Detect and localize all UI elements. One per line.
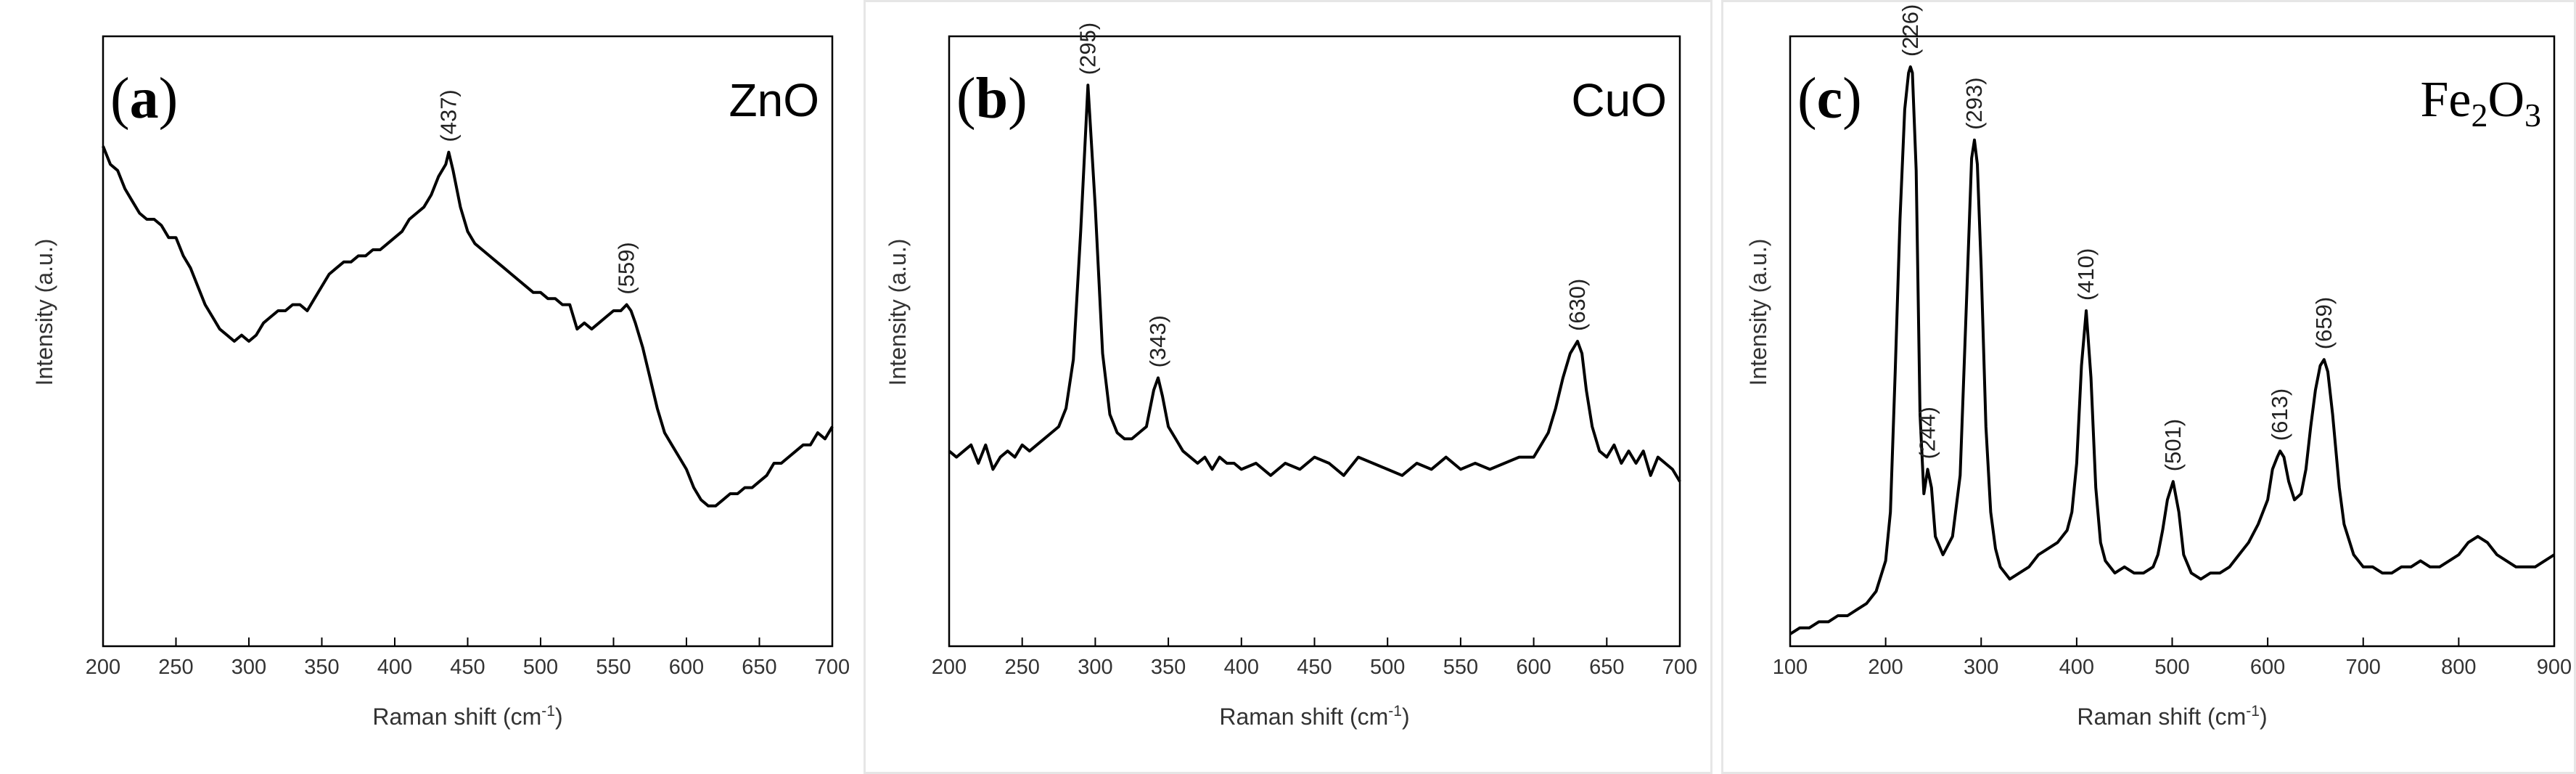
- compound-label: CuO: [1571, 74, 1667, 126]
- x-tick-label: 250: [1005, 656, 1040, 679]
- peak-label: (613): [2267, 388, 2292, 441]
- compound-label: Fe2O3: [2420, 72, 2541, 134]
- x-tick-label: 600: [2250, 656, 2285, 679]
- x-tick-label: 700: [2346, 656, 2381, 679]
- panel-label-letter: c: [1817, 67, 1843, 131]
- peak-label: (295): [1075, 23, 1100, 75]
- peak-label: (244): [1915, 407, 1940, 459]
- x-axis-title-sup: -1: [2246, 703, 2260, 720]
- panel-label-close: ): [1842, 67, 1862, 131]
- x-tick-label: 450: [1297, 656, 1332, 679]
- x-tick-label: 700: [815, 656, 850, 679]
- plot-frame: [102, 35, 834, 648]
- x-tick-label: 350: [1151, 656, 1186, 679]
- x-tick-label: 650: [742, 656, 776, 679]
- x-axis-title-main: Raman shift (cm: [1219, 704, 1388, 730]
- chart-zno: 200 250 300 350 400 450 500 550 600 650 700 Raman s…: [31, 35, 850, 730]
- x-tick-label: 900: [2537, 656, 2572, 679]
- x-tick-label: 500: [1370, 656, 1405, 679]
- x-tick-label: 300: [231, 656, 266, 679]
- x-tick-label: 400: [1224, 656, 1259, 679]
- x-tick-label: 500: [2154, 656, 2189, 679]
- peak-label: (659): [2311, 297, 2337, 349]
- panel-label-open: (: [956, 67, 976, 131]
- x-tick-label: 200: [932, 656, 967, 679]
- compound-label-part: Fe: [2420, 72, 2471, 128]
- x-tick-label: 600: [669, 656, 704, 679]
- spectrum-line-zno: [102, 145, 834, 508]
- x-tick-label: 600: [1516, 656, 1551, 679]
- x-tick-label: 250: [158, 656, 193, 679]
- y-axis-title: Intensity (a.u.): [31, 239, 57, 386]
- x-tick-label: 550: [1443, 656, 1478, 679]
- x-tick-label: 400: [377, 656, 412, 679]
- peak-label: (293): [1961, 77, 1987, 129]
- x-axis-title-sup: -1: [1388, 703, 1402, 720]
- compound-label-part: O: [2487, 72, 2524, 128]
- peak-label: (226): [1898, 4, 1923, 57]
- panel-label-open: (: [1797, 67, 1817, 131]
- compound-label-part: 2: [2471, 97, 2487, 134]
- y-axis-title: Intensity (a.u.): [1745, 239, 1771, 386]
- panel-c: 100 200 300 400 500 600 700 800 900 Raman shift (…: [1721, 0, 2576, 774]
- chart-cuo: 200 250 300 350 400 450 500 550 600 650 700 Raman s…: [885, 23, 1697, 730]
- peak-label: (437): [435, 89, 461, 142]
- x-tick-label: 550: [596, 656, 631, 679]
- x-axis-title: Raman shift (cm-1): [2077, 703, 2267, 730]
- x-axis-title-end: ): [2260, 704, 2268, 730]
- panel-label-letter: b: [976, 67, 1009, 131]
- panel-label: (a): [110, 67, 178, 131]
- x-tick-label: 800: [2441, 656, 2476, 679]
- x-tick-label: 100: [1773, 656, 1808, 679]
- panel-a: 200 250 300 350 400 450 500 550 600 650 700 Raman s…: [0, 0, 850, 774]
- x-tick-label: 200: [1868, 656, 1903, 679]
- x-axis-title-main: Raman shift (cm: [2077, 704, 2246, 730]
- x-tick-label: 700: [1662, 656, 1697, 679]
- x-axis-title-end: ): [1402, 704, 1410, 730]
- panel-label: (c): [1797, 67, 1862, 131]
- x-axis-title-end: ): [555, 704, 563, 730]
- peak-label: (630): [1564, 279, 1590, 331]
- peak-label: (501): [2160, 419, 2186, 471]
- panel-b-frame: [864, 0, 1712, 774]
- spectrum-line-fe2o3: [1789, 65, 2556, 635]
- x-tick-label: 500: [523, 656, 558, 679]
- x-tick-label: 300: [1078, 656, 1112, 679]
- panel-label: (b): [956, 67, 1027, 131]
- x-tick-label: 400: [2059, 656, 2094, 679]
- x-axis-title: Raman shift (cm-1): [1219, 703, 1409, 730]
- panel-c-frame: [1721, 0, 2576, 774]
- compound-label-part: 3: [2524, 97, 2541, 134]
- panel-label-close: ): [159, 67, 179, 131]
- x-axis-title: Raman shift (cm-1): [372, 703, 562, 730]
- peak-label: (559): [614, 242, 639, 294]
- peak-label: (343): [1145, 315, 1170, 367]
- panel-label-close: ): [1008, 67, 1027, 131]
- x-tick-label: 650: [1589, 656, 1624, 679]
- x-tick-label: 350: [304, 656, 339, 679]
- panel-b: 200 250 300 350 400 450 500 550 600 650 700 Raman s…: [864, 0, 1712, 774]
- spectrum-line-cuo: [948, 83, 1681, 483]
- panel-label-open: (: [110, 67, 130, 131]
- x-tick-label: 450: [450, 656, 485, 679]
- x-tick-label: 300: [1964, 656, 1998, 679]
- chart-fe2o3: 100 200 300 400 500 600 700 800 900 Raman shift (…: [1745, 4, 2572, 730]
- x-axis-title-sup: -1: [541, 703, 555, 720]
- peak-label: (410): [2073, 248, 2099, 301]
- x-axis-title-main: Raman shift (cm: [372, 704, 541, 730]
- compound-label: ZnO: [729, 74, 819, 126]
- plot-frame: [948, 35, 1681, 648]
- y-axis-title: Intensity (a.u.): [885, 239, 911, 386]
- panel-label-letter: a: [130, 67, 159, 131]
- x-tick-label: 200: [86, 656, 120, 679]
